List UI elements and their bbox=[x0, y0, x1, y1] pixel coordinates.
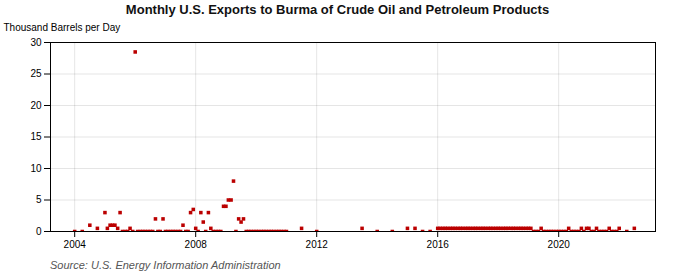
svg-text:0: 0 bbox=[36, 226, 42, 237]
svg-text:30: 30 bbox=[30, 37, 42, 48]
svg-text:2020: 2020 bbox=[548, 239, 571, 250]
html-text:Source: U.S. Energy Informatio: Source: U.S. Energy Information Administ… bbox=[50, 259, 281, 271]
svg-text:Thousand Barrels per Day: Thousand Barrels per Day bbox=[4, 22, 121, 33]
svg-text:2016: 2016 bbox=[427, 239, 450, 250]
svg-text:25: 25 bbox=[30, 68, 42, 79]
svg-text:10: 10 bbox=[30, 163, 42, 174]
svg-text:5: 5 bbox=[36, 194, 42, 205]
svg-text:2012: 2012 bbox=[306, 239, 329, 250]
svg-text:20: 20 bbox=[30, 100, 42, 111]
svg-text:2008: 2008 bbox=[185, 239, 208, 250]
svg-text:15: 15 bbox=[30, 131, 42, 142]
svg-text:2004: 2004 bbox=[64, 239, 87, 250]
html-text:Monthly U.S. Exports to Burma: Monthly U.S. Exports to Burma of Crude O… bbox=[125, 2, 550, 17]
